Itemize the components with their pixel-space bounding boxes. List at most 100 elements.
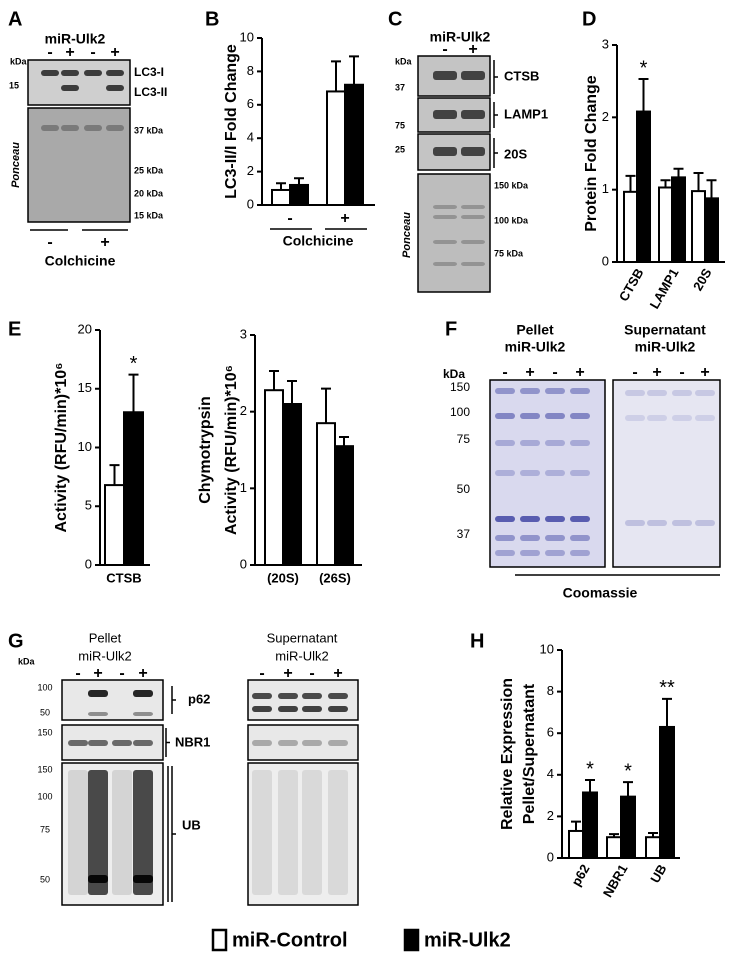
significance: * bbox=[640, 57, 648, 79]
panel-letter: E bbox=[8, 318, 21, 340]
lane-label: + bbox=[652, 364, 661, 381]
band-label: 20S bbox=[504, 146, 527, 161]
kda-label: kDa bbox=[443, 367, 465, 381]
bar bbox=[582, 791, 598, 859]
band-label: LC3-II bbox=[134, 85, 167, 99]
y-tick-label: 5 bbox=[85, 498, 92, 513]
lane-label: - bbox=[119, 665, 124, 682]
bar bbox=[289, 183, 309, 207]
band bbox=[88, 770, 108, 895]
lane-label: - bbox=[552, 364, 557, 381]
bar bbox=[623, 190, 638, 263]
bar bbox=[568, 829, 584, 860]
panel-letter: A bbox=[8, 8, 22, 30]
band bbox=[672, 520, 692, 526]
band bbox=[61, 70, 79, 76]
band bbox=[695, 520, 715, 526]
bar bbox=[691, 190, 706, 263]
marker-label: 75 kDa bbox=[494, 248, 524, 258]
band bbox=[278, 770, 298, 895]
band bbox=[328, 693, 348, 699]
y-tick-label: 8 bbox=[547, 683, 554, 698]
band bbox=[61, 125, 79, 131]
blot-header: miR-Ulk2 bbox=[430, 29, 491, 45]
band-label: NBR1 bbox=[175, 734, 210, 749]
blot bbox=[247, 724, 359, 761]
y-tick-label: 2 bbox=[247, 163, 254, 178]
marker-label: 37 bbox=[457, 527, 471, 541]
group-title: Supernatant bbox=[624, 322, 706, 338]
legend-label: miR-Control bbox=[232, 929, 348, 951]
band bbox=[88, 740, 108, 746]
band bbox=[625, 520, 645, 526]
error-bar bbox=[339, 435, 349, 447]
y-axis-label: Activity (RFU/min)*10⁶ bbox=[53, 362, 70, 532]
lane-label: + bbox=[283, 665, 292, 682]
bar bbox=[316, 422, 336, 566]
y-tick-label: 10 bbox=[240, 29, 254, 44]
marker-label: 20 kDa bbox=[134, 188, 164, 198]
y-tick-label: 0 bbox=[602, 253, 609, 268]
band bbox=[133, 712, 153, 716]
lane-label: - bbox=[75, 665, 80, 682]
y-tick-label: 4 bbox=[547, 766, 554, 781]
band bbox=[570, 535, 590, 541]
legend-label: miR-Ulk2 bbox=[424, 929, 511, 951]
stain-label: Coomassie bbox=[563, 585, 638, 601]
bar bbox=[334, 445, 354, 566]
band bbox=[495, 440, 515, 446]
band bbox=[461, 215, 485, 219]
band bbox=[106, 85, 124, 91]
marker-label: 37 bbox=[395, 82, 405, 92]
band bbox=[520, 550, 540, 556]
panel-letter: D bbox=[582, 8, 596, 30]
band bbox=[625, 390, 645, 396]
y-tick-label: 1 bbox=[240, 480, 247, 495]
x-tick-label: CTSB bbox=[106, 570, 141, 585]
band bbox=[495, 516, 515, 522]
band bbox=[302, 770, 322, 895]
bar bbox=[645, 836, 661, 860]
band bbox=[570, 388, 590, 394]
bar bbox=[659, 725, 675, 860]
blot bbox=[247, 762, 359, 906]
band bbox=[495, 413, 515, 419]
error-bar bbox=[585, 779, 595, 793]
band bbox=[520, 388, 540, 394]
group-title: Pellet bbox=[89, 630, 122, 645]
lane-label: - bbox=[309, 665, 314, 682]
band bbox=[84, 70, 102, 76]
band bbox=[570, 550, 590, 556]
lane-label: + bbox=[110, 44, 119, 61]
band bbox=[545, 516, 565, 522]
band-label: LC3-I bbox=[134, 65, 164, 79]
band bbox=[520, 535, 540, 541]
band bbox=[545, 413, 565, 419]
band bbox=[461, 205, 485, 209]
band bbox=[41, 125, 59, 131]
bar bbox=[123, 411, 144, 566]
band-label: UB bbox=[182, 817, 201, 832]
band bbox=[112, 770, 132, 895]
y-tick-label: 6 bbox=[547, 725, 554, 740]
marker-label: 75 bbox=[457, 432, 471, 446]
band bbox=[106, 70, 124, 76]
y-axis-label: Chymotrypsin bbox=[197, 396, 214, 504]
blot bbox=[417, 173, 491, 293]
kda-label: kDa bbox=[395, 56, 413, 66]
band bbox=[68, 770, 88, 895]
bar bbox=[326, 90, 346, 206]
y-axis-label: Protein Fold Change bbox=[583, 75, 600, 232]
marker-label: 150 kDa bbox=[494, 180, 529, 190]
group-title: Pellet bbox=[516, 322, 554, 338]
significance: * bbox=[586, 758, 594, 780]
panel-letter: B bbox=[205, 8, 219, 30]
treatment-lane: + bbox=[100, 234, 109, 251]
treatment-lane: - bbox=[47, 234, 52, 251]
x-tick-label: NBR1 bbox=[600, 862, 631, 900]
marker-label: 15 bbox=[9, 80, 19, 90]
error-bar bbox=[638, 77, 649, 112]
error-bar bbox=[648, 832, 658, 838]
panel-letter: H bbox=[470, 630, 484, 652]
y-axis-label: LC3-II/I Fold Change bbox=[223, 44, 240, 199]
